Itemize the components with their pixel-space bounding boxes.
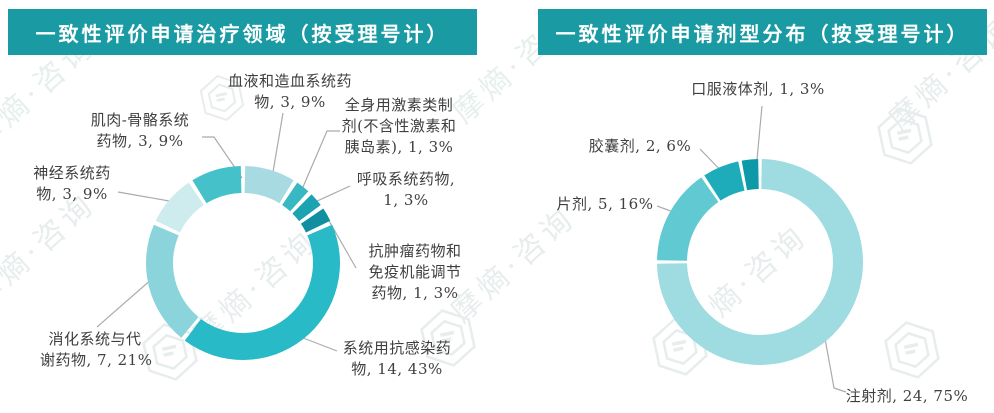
callout-tablet: 片剂, 5, 16%	[556, 194, 654, 215]
callout-line: 口服液体剂, 1, 3%	[691, 80, 825, 98]
chart-title-banner-treatment-areas: 一致性评价申请治疗领域（按受理号计）	[8, 9, 477, 55]
donut-segment	[704, 161, 745, 201]
donut-segment	[146, 224, 199, 338]
donut-segment	[741, 159, 759, 191]
callout-line: 物, 3, 9%	[254, 93, 326, 111]
donut-segment	[244, 166, 294, 204]
donut-segment	[184, 224, 340, 360]
callout-line: 系统用抗感染药	[342, 339, 452, 357]
donut-segment	[192, 166, 242, 204]
leader-line	[297, 335, 338, 352]
donut-segment	[657, 177, 719, 261]
callout-musculoskeletal: 肌肉-骨骼系统 药物, 3, 9%	[84, 110, 196, 152]
callout-respiratory: 呼吸系统药物, 1, 3%	[348, 169, 464, 211]
callout-line: 肌肉-骨骼系统	[90, 111, 190, 129]
callout-line: 注射剂, 24, 75%	[845, 387, 969, 405]
callout-line: 抗肿瘤药物和	[368, 242, 462, 260]
callout-line: 药物, 3, 9%	[96, 132, 184, 150]
callout-line: 神经系统药	[33, 164, 111, 182]
chart-title: 一致性评价申请治疗领域（按受理号计）	[35, 21, 450, 46]
callout-systemic-antiinfective: 系统用抗感染药 物, 14, 43%	[332, 338, 462, 380]
leader-line	[272, 112, 284, 173]
callout-line: 剂(不含性激素和	[341, 117, 457, 135]
callout-capsule: 胶囊剂, 2, 6%	[588, 136, 692, 157]
leader-line	[821, 321, 847, 393]
donut-segment	[282, 182, 309, 212]
watermark-logo-icon	[881, 316, 943, 384]
callout-line: 物, 14, 43%	[351, 360, 443, 378]
callout-line: 胰岛素), 1, 3%	[344, 138, 454, 156]
callout-line: 免疫机能调节	[368, 263, 462, 281]
callout-digestive-metabolism: 消化系统与代 谢药物, 7, 21%	[40, 329, 153, 371]
callout-line: 物, 3, 9%	[36, 185, 108, 203]
leader-line	[302, 130, 340, 188]
donut-chart-treatment-areas	[146, 166, 340, 360]
callout-line: 血液和造血系统药	[227, 72, 352, 90]
leader-line	[117, 191, 176, 203]
callout-oral-liquid: 口服液体剂, 1, 3%	[688, 79, 828, 100]
callout-blood-hematopoietic: 血液和造血系统药 物, 3, 9%	[215, 71, 365, 113]
callout-line: 片剂, 5, 16%	[556, 195, 654, 213]
leader-line	[202, 136, 243, 179]
donut-chart-dosage-forms	[657, 159, 863, 365]
callout-line: 呼吸系统药物,	[356, 170, 456, 188]
callout-line: 全身用激素类制	[344, 96, 454, 114]
callout-systemic-hormones: 全身用激素类制 剂(不含性激素和 胰岛素), 1, 3%	[328, 95, 470, 158]
callout-antitumor-immune: 抗肿瘤药物和 免疫机能调节 药物, 1, 3%	[360, 241, 470, 304]
callout-line: 消化系统与代	[48, 330, 142, 348]
watermark-text: 摩熵·咨询	[0, 186, 103, 315]
watermark-layer: 摩熵·咨询 摩熵·咨询 摩熵·咨询 摩熵·咨询 摩熵·咨询 摩熵·咨询 摩熵·咨…	[0, 1, 994, 386]
donut-segment	[300, 208, 331, 233]
callout-line: 药物, 1, 3%	[371, 284, 459, 302]
leader-line	[314, 185, 351, 203]
callout-line: 胶囊剂, 2, 6%	[588, 137, 692, 155]
callout-injection: 注射剂, 24, 75%	[843, 386, 971, 407]
callout-line: 1, 3%	[383, 191, 429, 209]
donut-segment	[155, 182, 204, 233]
callout-nervous-system: 神经系统药 物, 3, 9%	[22, 163, 122, 205]
callout-line: 谢药物, 7, 21%	[40, 351, 153, 369]
chart-title-banner-dosage-forms: 一致性评价申请剂型分布（按受理号计）	[538, 9, 987, 55]
donut-segment	[292, 194, 321, 222]
chart-title: 一致性评价申请剂型分布（按受理号计）	[555, 21, 970, 46]
